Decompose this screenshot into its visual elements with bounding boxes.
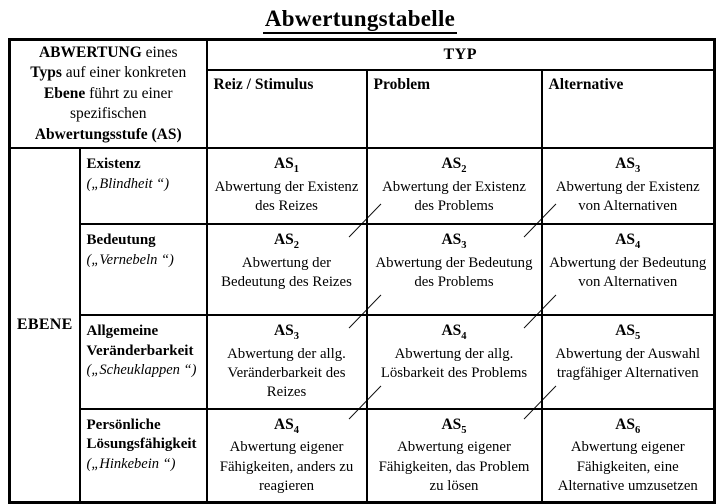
- corner-line-1: ABWERTUNG eines: [38, 44, 178, 61]
- column-header-reiz-stimulus: Reiz / Stimulus: [205, 69, 368, 150]
- as-index: AS6: [615, 415, 641, 436]
- ebene-label: EBENE: [16, 316, 73, 334]
- as-cell-r2c2: AS3 Abwertung der Bedeutung des Problems: [365, 223, 543, 317]
- as-index: AS3: [441, 231, 467, 252]
- corner-description-cell: ABWERTUNG eines Typs auf einer konkreten…: [8, 38, 208, 150]
- as-cell-r1c2: AS2 Abwertung der Existenz des Problems: [365, 147, 543, 226]
- corner-line-4: spezifischen: [69, 105, 147, 123]
- page-title: Abwertungstabelle: [0, 6, 720, 34]
- column-header-problem: Problem: [365, 69, 543, 150]
- as-index: AS4: [273, 415, 300, 436]
- as-index: AS2: [441, 155, 467, 176]
- row-header-existenz: Existenz („Blindheit “): [78, 147, 208, 226]
- typ-header-label: TYP: [443, 46, 477, 64]
- corner-line-2: Typs auf einer konkreten: [30, 64, 187, 82]
- ebene-axis-label-cell: EBENE: [8, 147, 81, 504]
- as-index: AS3: [273, 322, 300, 343]
- as-cell-r3c2: AS4 Abwertung der allg. Lösbarkeit des P…: [365, 314, 543, 410]
- row-header-bedeutung: Bedeutung („Vernebeln “): [78, 223, 208, 317]
- as-index: AS4: [441, 322, 467, 343]
- corner-line-5: Abwertungsstufe (AS): [34, 125, 182, 143]
- as-cell-r3c1: AS3 Abwertung der allg. Veränderbarkeit …: [205, 314, 368, 410]
- as-index: AS1: [273, 155, 300, 176]
- column-header-alternative: Alternative: [540, 69, 716, 150]
- as-index: AS4: [615, 231, 641, 252]
- as-cell-r4c3: AS6 Abwertung eigener Fähigkeiten, eine …: [540, 407, 716, 504]
- row-header-allgemeine-veraenderbarkeit: Allgemeine Veränderbarkeit („Scheuklappe…: [78, 314, 208, 410]
- corner-line-3: Ebene führt zu einer: [43, 84, 173, 102]
- abwertungstabelle: ABWERTUNG eines Typs auf einer konkreten…: [8, 38, 717, 504]
- as-cell-r4c1: AS4 Abwertung eigener Fähigkeiten, ander…: [205, 407, 368, 504]
- row-header-persoenliche-loesungsfaehigkeit: Persönliche Lösungsfähigkeit („Hinkebein…: [78, 407, 208, 504]
- as-index: AS5: [441, 415, 467, 436]
- as-index: AS3: [615, 155, 641, 176]
- as-cell-r3c3: AS5 Abwertung der Auswahl tragfähiger Al…: [540, 314, 716, 410]
- as-cell-r1c3: AS3 Abwertung der Existenz von Alternati…: [540, 147, 716, 226]
- as-cell-r1c1: AS1 Abwertung der Existenz des Reizes: [205, 147, 368, 226]
- as-index: AS5: [615, 322, 641, 343]
- as-cell-r4c2: AS5 Abwertung eigener Fähigkeiten, das P…: [365, 407, 543, 504]
- typ-header-cell: TYP: [205, 38, 716, 72]
- page-title-text: Abwertungstabelle: [262, 6, 458, 34]
- as-index: AS2: [273, 231, 300, 252]
- as-cell-r2c1: AS2 Abwertung der Bedeutung des Reizes: [205, 223, 368, 317]
- as-cell-r2c3: AS4 Abwertung der Bedeutung von Alternat…: [540, 223, 716, 317]
